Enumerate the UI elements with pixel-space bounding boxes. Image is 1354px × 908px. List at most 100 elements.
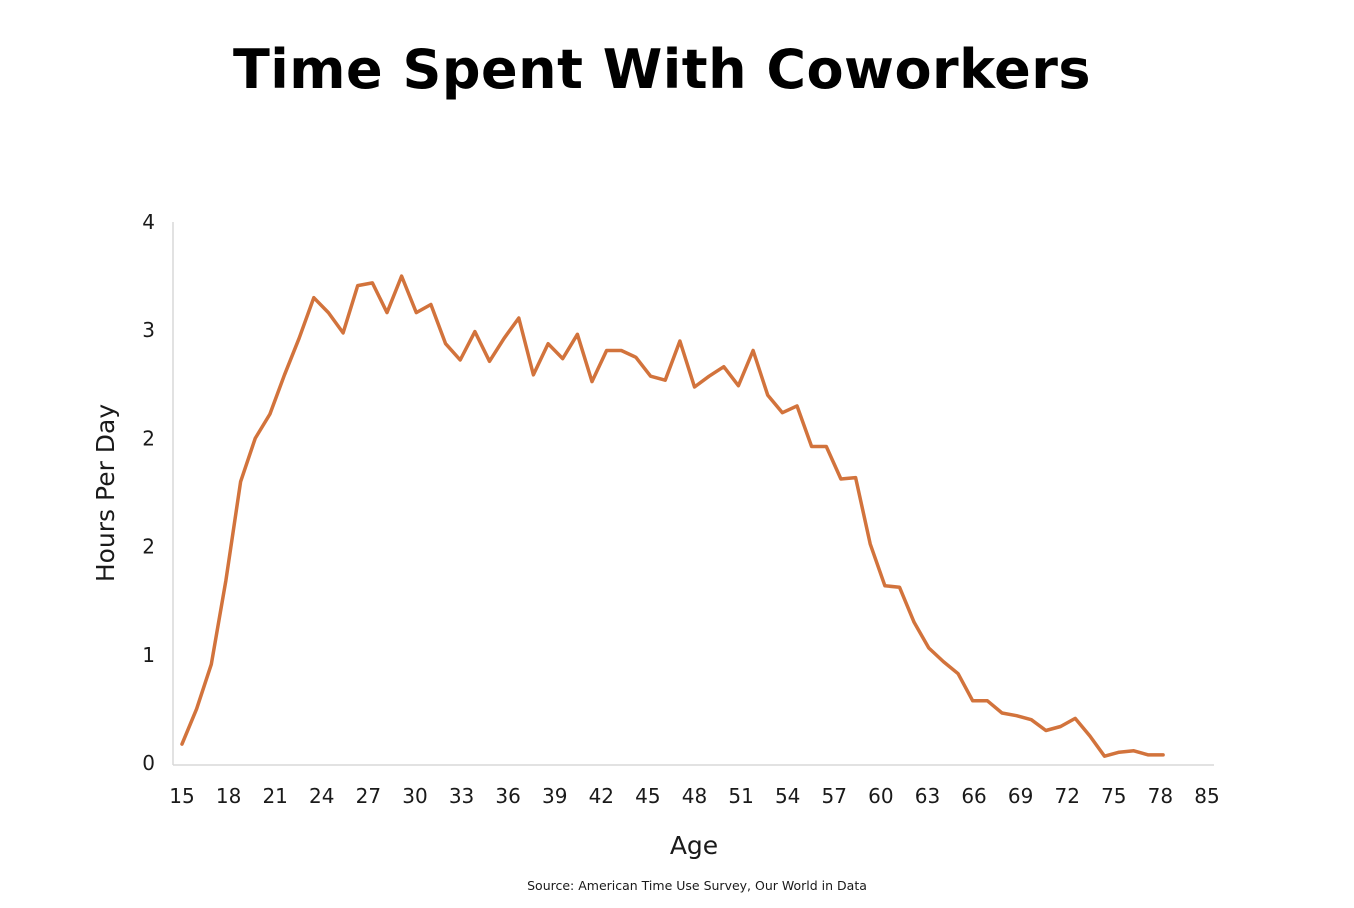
- data-point: [1088, 735, 1091, 738]
- data-point: [327, 311, 330, 314]
- chart-title: Time Spent With Coworkers: [232, 38, 1092, 101]
- source-note: Source: American Time Use Survey, Our Wo…: [527, 878, 867, 893]
- data-point: [459, 359, 462, 362]
- x-tick-label: 69: [1008, 784, 1033, 808]
- data-point: [634, 356, 637, 359]
- data-point: [649, 375, 652, 378]
- data-point: [429, 303, 432, 306]
- data-point: [1044, 729, 1047, 732]
- data-point: [854, 476, 857, 479]
- data-point: [517, 317, 520, 320]
- data-point: [1162, 753, 1165, 756]
- data-point: [883, 584, 886, 587]
- data-point: [210, 663, 213, 666]
- data-point: [356, 284, 359, 287]
- data-point: [254, 437, 257, 440]
- y-tick-labels: 0 1 2 2 3 4: [142, 210, 155, 775]
- data-point: [1059, 725, 1062, 728]
- data-point: [781, 411, 784, 414]
- axes: [172, 222, 1214, 766]
- data-point: [181, 743, 184, 746]
- x-tick-label: 78: [1148, 784, 1173, 808]
- data-point: [957, 672, 960, 675]
- x-tick-label: 45: [635, 784, 660, 808]
- x-tick-label: 54: [775, 784, 800, 808]
- x-tick-label: 48: [682, 784, 707, 808]
- data-point: [547, 342, 550, 345]
- data-point: [591, 380, 594, 383]
- x-tick-labels: 15 18 21 24 27 30 33 36 39 42 45 48 51 54 57 60 63 66 69 72…: [169, 784, 1219, 808]
- data-point: [532, 373, 535, 376]
- data-point: [678, 340, 681, 343]
- data-point: [473, 330, 476, 333]
- x-tick-label: 18: [216, 784, 241, 808]
- data-point: [239, 480, 242, 483]
- data-point: [1001, 712, 1004, 715]
- data-point: [224, 579, 227, 582]
- x-axis-title: Age: [670, 831, 718, 860]
- data-point: [561, 357, 564, 360]
- data-point: [664, 379, 667, 382]
- data-point: [752, 349, 755, 352]
- data-point: [620, 349, 623, 352]
- y-tick-label: 4: [142, 210, 155, 234]
- data-point: [195, 707, 198, 710]
- data-point: [503, 337, 506, 340]
- data-point: [986, 699, 989, 702]
- data-point: [371, 281, 374, 284]
- data-point: [825, 445, 828, 448]
- x-tick-label: 57: [822, 784, 847, 808]
- data-point: [488, 360, 491, 363]
- data-point: [942, 660, 945, 663]
- data-point: [298, 337, 301, 340]
- data-point: [971, 699, 974, 702]
- y-tick-label: 2: [142, 426, 155, 450]
- data-point: [693, 386, 696, 389]
- data-point: [1015, 714, 1018, 717]
- data-point: [386, 311, 389, 314]
- data-point: [737, 384, 740, 387]
- data-point: [796, 404, 799, 407]
- data-point: [605, 349, 608, 352]
- x-tick-label: 24: [309, 784, 334, 808]
- data-point: [869, 542, 872, 545]
- y-tick-label: 1: [142, 643, 155, 667]
- data-point: [708, 375, 711, 378]
- series-layer: [180, 274, 1165, 758]
- series-line: [180, 274, 1165, 758]
- x-tick-label: 51: [728, 784, 753, 808]
- data-point: [898, 586, 901, 589]
- data-point: [1103, 755, 1106, 758]
- x-tick-label: 72: [1055, 784, 1080, 808]
- x-tick-label: 15: [169, 784, 194, 808]
- x-tick-label: 85: [1194, 784, 1219, 808]
- x-tick-label: 30: [402, 784, 427, 808]
- x-tick-label: 63: [915, 784, 940, 808]
- x-tick-label: 42: [589, 784, 614, 808]
- y-tick-label: 0: [142, 751, 155, 775]
- data-point: [268, 413, 271, 416]
- data-point: [1132, 749, 1135, 752]
- data-point: [576, 333, 579, 336]
- data-point: [415, 311, 418, 314]
- data-point: [1147, 753, 1150, 756]
- x-tick-label: 66: [961, 784, 986, 808]
- y-tick-label: 2: [142, 535, 155, 559]
- data-point: [444, 342, 447, 345]
- x-tick-label: 39: [542, 784, 567, 808]
- x-tick-label: 27: [356, 784, 381, 808]
- data-point: [400, 275, 403, 278]
- data-point: [810, 445, 813, 448]
- x-tick-label: 33: [449, 784, 474, 808]
- data-point: [766, 394, 769, 397]
- data-point: [1074, 717, 1077, 720]
- data-point: [312, 296, 315, 299]
- data-point: [1030, 718, 1033, 721]
- x-tick-label: 21: [262, 784, 287, 808]
- data-point: [283, 373, 286, 376]
- data-point: [913, 621, 916, 624]
- x-tick-label: 36: [495, 784, 520, 808]
- data-point: [1118, 751, 1121, 754]
- x-tick-label: 60: [868, 784, 893, 808]
